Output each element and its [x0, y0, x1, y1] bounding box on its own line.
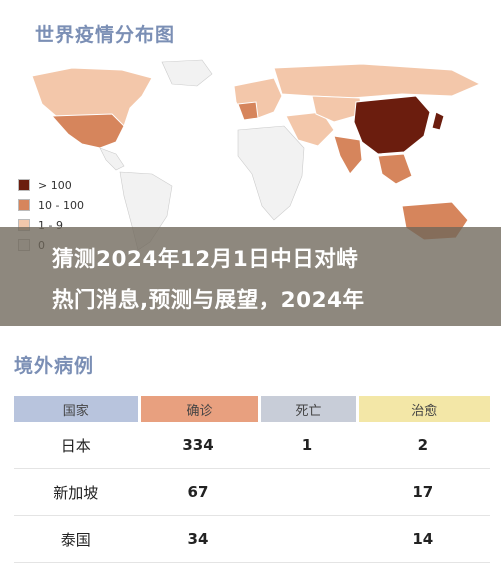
- cell-country: 日本: [14, 422, 138, 469]
- map-region-central-america: [99, 147, 125, 171]
- cell-deaths: [258, 469, 356, 516]
- cell-deaths: 1: [258, 422, 356, 469]
- headline-line-2[interactable]: 热门消息,预测与展望，2024年: [52, 288, 365, 313]
- legend-item: 10 - 100: [18, 195, 84, 215]
- header-country: 国家: [14, 396, 138, 422]
- map-region-russia: [273, 63, 482, 99]
- cell-recovered: 17: [355, 469, 490, 516]
- map-region-africa: [237, 125, 305, 221]
- table-row: 日本 334 1 2: [14, 422, 490, 469]
- header-confirmed: 确诊: [137, 396, 259, 422]
- legend-label: 10 - 100: [38, 198, 84, 212]
- map-title: 世界疫情分布图: [35, 24, 176, 46]
- map-region-china: [353, 95, 431, 155]
- map-region-central-asia: [311, 95, 363, 123]
- header-recovered: 治愈: [355, 396, 490, 422]
- cell-deaths: [258, 516, 356, 563]
- legend-swatch: [18, 179, 30, 191]
- cell-recovered: 2: [355, 422, 490, 469]
- map-region-west-europe: [237, 101, 259, 121]
- map-region-southeast-asia: [377, 153, 413, 185]
- cell-confirmed: 334: [137, 422, 259, 469]
- headline-line-1[interactable]: 猜测2024年12月1日中日对峙: [52, 247, 359, 272]
- map-region-india: [333, 135, 363, 175]
- cell-recovered: 14: [355, 516, 490, 563]
- cell-confirmed: 67: [137, 469, 259, 516]
- map-region-japan: [431, 111, 445, 131]
- cell-country: 泰国: [14, 516, 138, 563]
- table-row: 新加坡 67 17: [14, 469, 490, 516]
- table-row: 泰国 34 14: [14, 516, 490, 563]
- cases-title: 境外病例: [14, 355, 95, 377]
- legend-swatch: [18, 199, 30, 211]
- cell-confirmed: 34: [137, 516, 259, 563]
- table-header-row: 国家 确诊 死亡 治愈: [14, 396, 490, 422]
- cell-country: 新加坡: [14, 469, 138, 516]
- legend-item: > 100: [18, 175, 84, 195]
- legend-label: > 100: [38, 178, 72, 192]
- cases-table: 国家 确诊 死亡 治愈 日本 334 1 2 新加坡 67 17 泰国 34 1…: [14, 396, 490, 563]
- map-region-greenland: [161, 59, 213, 87]
- headline-banner[interactable]: 猜测2024年12月1日中日对峙 热门消息,预测与展望，2024年: [0, 227, 501, 326]
- map-region-usa: [50, 113, 125, 149]
- header-deaths: 死亡: [258, 396, 356, 422]
